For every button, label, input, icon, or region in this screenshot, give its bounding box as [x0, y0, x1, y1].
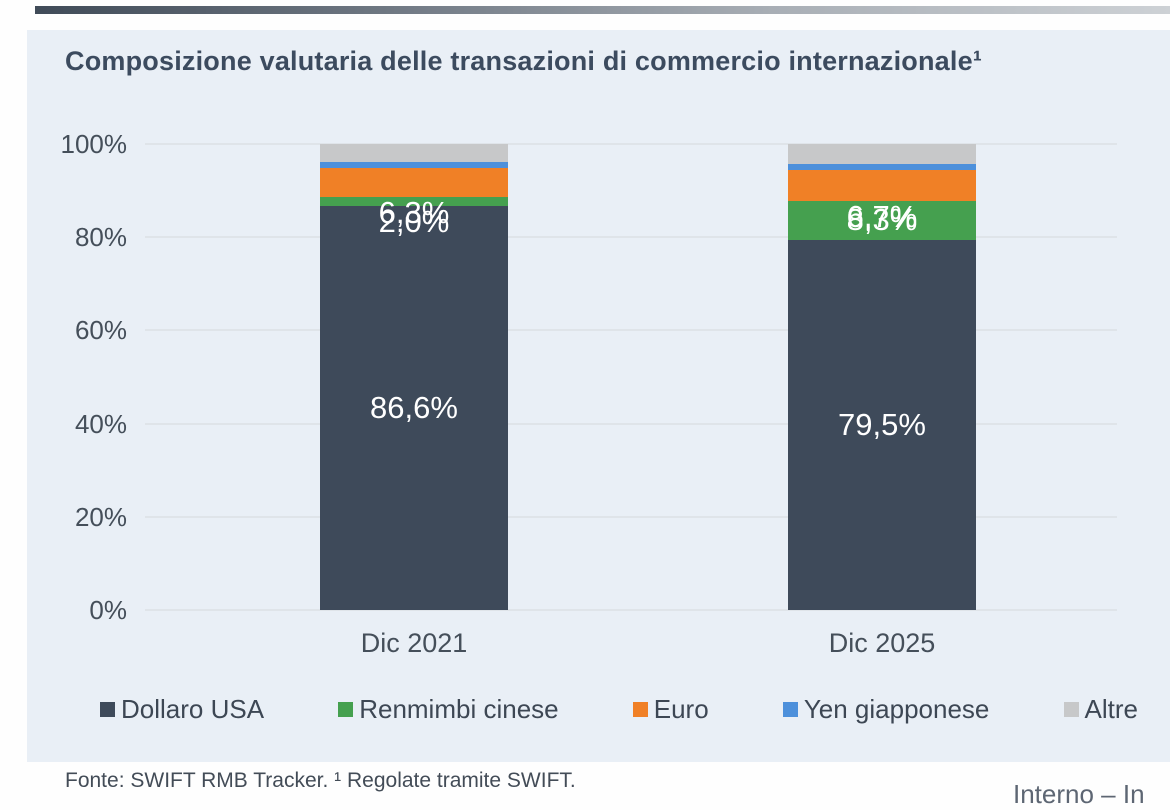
bar-segment-dollaro-usa — [788, 239, 976, 610]
bar-segment-euro — [788, 169, 976, 201]
legend-marker-yen-giapponese — [782, 702, 798, 717]
top-accent-bar — [35, 6, 1170, 14]
gridline-20% — [145, 515, 1117, 518]
bar-dic-2025: 79,5% 8,3% 6,7% — [788, 144, 976, 610]
bar-segment-renmimbi-cinese — [788, 200, 976, 240]
legend-marker-euro — [632, 702, 648, 717]
legend-label-renmimbi-cinese: Renmimbi cinese — [359, 694, 559, 724]
legend-item-renmimbi-cinese: Renmimbi cinese — [338, 694, 559, 725]
y-axis-label-100%: 100% — [60, 129, 128, 159]
bar-segment-dollaro-usa — [320, 206, 508, 610]
segment-value-label-euro: 6,7% — [846, 198, 918, 234]
y-axis-label-60%: 60% — [74, 315, 127, 346]
bar-segment-altre — [320, 144, 508, 162]
gridline-100% — [145, 143, 1117, 145]
legend-item-altre: Altre — [1063, 694, 1138, 725]
gridline-0% — [145, 609, 1117, 611]
classification-watermark: Interno – In — [1013, 779, 1145, 809]
legend-label-euro: Euro — [653, 694, 709, 724]
legend-item-euro: Euro — [632, 694, 709, 725]
legend-marker-dollaro-usa — [100, 702, 115, 717]
legend-marker-altre — [1063, 702, 1079, 717]
segment-value-label-renmimbi-cinese: 2,0% — [378, 204, 450, 240]
bar-segment-altre — [788, 144, 976, 165]
chart-panel: Composizione valutaria delle transazioni… — [27, 30, 1170, 762]
x-axis-label-dic-2025: Dic 2025 — [828, 628, 936, 658]
source-note: Fonte: SWIFT RMB Tracker. ¹ Regolate tra… — [65, 769, 576, 792]
legend-marker-renmimbi-cinese — [338, 702, 354, 717]
segment-value-label-dollaro-usa: 79,5% — [838, 406, 926, 442]
x-axis-label-dic-2021: Dic 2021 — [360, 628, 468, 658]
legend-label-dollaro-usa: Dollaro USA — [121, 694, 265, 724]
bar-dic-2021: 86,6% 2,0% 6,3% — [320, 144, 508, 610]
legend: Dollaro USA Renmimbi cinese Euro Yen giappo… — [100, 694, 1138, 725]
legend-item-yen-giapponese: Yen giapponese — [782, 694, 990, 725]
segment-value-label-renmimbi-cinese: 8,3% — [846, 202, 918, 238]
gridline-60% — [145, 329, 1117, 332]
y-axis-label-20%: 20% — [74, 501, 127, 532]
chart-title: Composizione valutaria delle transazioni… — [65, 46, 983, 76]
plot-area: 0% 20% 40% 60% 80% 100% 86,6% 2,0% 6,3% Dic 2021 7… — [61, 129, 1117, 658]
segment-value-label-euro: 6,3% — [378, 195, 450, 231]
segment-value-label-dollaro-usa: 86,6% — [370, 390, 458, 426]
legend-label-altre: Altre — [1084, 694, 1138, 724]
bar-segment-yen-giapponese — [320, 161, 508, 168]
y-axis-label-80%: 80% — [74, 222, 127, 253]
bar-segment-euro — [320, 167, 508, 198]
gridline-40% — [145, 422, 1117, 425]
y-axis-label-0%: 0% — [89, 595, 127, 625]
bar-segment-renmimbi-cinese — [320, 197, 508, 207]
bar-segment-yen-giapponese — [788, 164, 976, 170]
gridline-80% — [145, 236, 1117, 239]
legend-label-yen-giapponese: Yen giapponese — [803, 694, 990, 724]
y-axis-label-40%: 40% — [74, 408, 127, 439]
legend-item-dollaro-usa: Dollaro USA — [100, 694, 264, 725]
